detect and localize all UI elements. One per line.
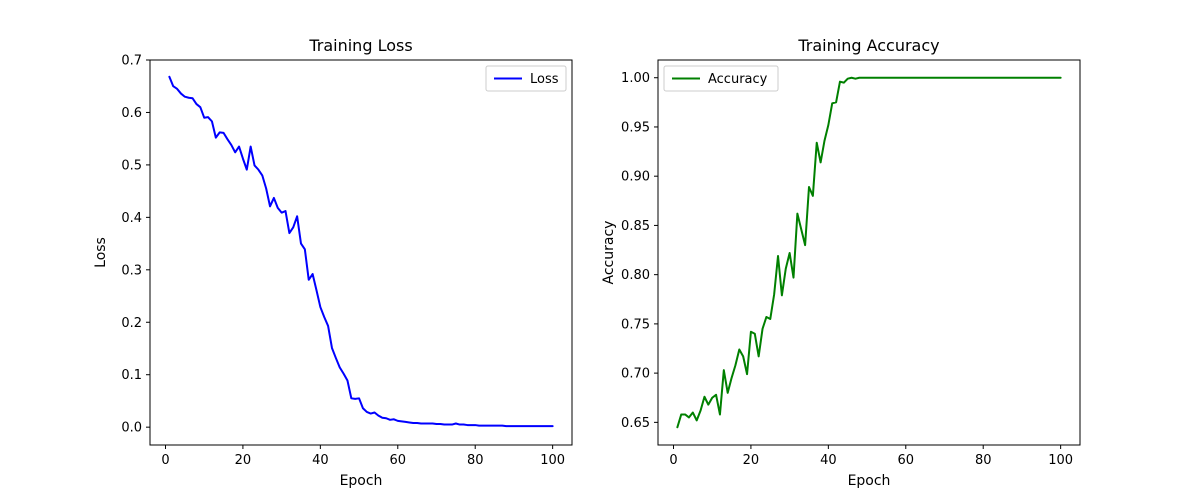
loss-y-tick-label: 0.4 <box>121 211 142 226</box>
accuracy-x-tick-label: 60 <box>898 453 915 468</box>
accuracy-chart-title: Training Accuracy <box>797 36 939 55</box>
loss-x-tick-label: 0 <box>161 453 169 468</box>
accuracy-legend-label: Accuracy <box>708 72 768 87</box>
loss-chart-x-ticks: 0 20 40 60 80 100 <box>161 445 565 468</box>
loss-series-line <box>168 75 554 428</box>
accuracy-chart-legend: Accuracy <box>663 65 779 92</box>
accuracy-chart-y-axis-label: Accuracy <box>601 221 617 285</box>
loss-y-tick-label: 0.1 <box>121 368 142 383</box>
accuracy-y-tick-label: 1.00 <box>621 71 650 86</box>
accuracy-y-tick-label: 0.95 <box>621 120 650 135</box>
loss-legend-label: Loss <box>530 72 559 87</box>
accuracy-x-tick-label: 20 <box>743 453 760 468</box>
loss-y-tick-label: 0.2 <box>121 316 142 331</box>
accuracy-x-tick-label: 100 <box>1048 453 1073 468</box>
loss-y-tick-label: 0.5 <box>121 158 142 173</box>
loss-y-tick-label: 0.3 <box>121 263 142 278</box>
loss-x-tick-label: 100 <box>540 453 565 468</box>
loss-chart-axes-frame <box>149 59 573 446</box>
accuracy-chart-axes-frame <box>657 59 1081 446</box>
loss-chart-x-axis-label: Epoch <box>340 473 383 489</box>
accuracy-chart-x-ticks: 0 20 40 60 80 100 <box>669 445 1073 468</box>
loss-x-tick-label: 80 <box>467 453 484 468</box>
accuracy-chart-plot-area <box>676 76 1062 429</box>
loss-chart: Training Loss Epoch Loss 0 20 40 60 80 100 0.… <box>93 36 573 489</box>
accuracy-chart-y-ticks: 0.65 0.70 0.75 0.80 0.85 0.90 0.95 1.00 <box>621 71 658 431</box>
accuracy-series-line <box>676 76 1062 429</box>
accuracy-y-tick-label: 0.70 <box>621 367 650 382</box>
loss-x-tick-label: 40 <box>312 453 329 468</box>
loss-chart-legend-box <box>485 65 567 92</box>
loss-y-tick-label: 0.6 <box>121 106 142 121</box>
accuracy-x-tick-label: 0 <box>669 453 677 468</box>
loss-x-tick-label: 20 <box>235 453 252 468</box>
accuracy-chart-legend-box <box>663 65 779 92</box>
accuracy-y-tick-label: 0.65 <box>621 416 650 431</box>
accuracy-x-tick-label: 40 <box>820 453 837 468</box>
loss-chart-y-axis-label: Loss <box>93 237 109 268</box>
accuracy-y-tick-label: 0.85 <box>621 219 650 234</box>
loss-x-tick-label: 60 <box>390 453 407 468</box>
accuracy-y-tick-label: 0.75 <box>621 317 650 332</box>
loss-chart-title: Training Loss <box>308 36 412 55</box>
loss-chart-legend: Loss <box>485 65 567 92</box>
loss-y-tick-label: 0.0 <box>121 421 142 436</box>
accuracy-chart: Training Accuracy Epoch Accuracy 0 20 40 60… <box>601 36 1081 489</box>
loss-y-tick-label: 0.7 <box>121 54 142 69</box>
accuracy-y-tick-label: 0.90 <box>621 170 650 185</box>
loss-chart-y-ticks: 0.0 0.1 0.2 0.3 0.4 0.5 0.6 0.7 <box>121 54 150 436</box>
loss-chart-plot-area <box>168 75 554 428</box>
accuracy-x-tick-label: 80 <box>975 453 992 468</box>
accuracy-chart-x-axis-label: Epoch <box>848 473 891 489</box>
accuracy-y-tick-label: 0.80 <box>621 268 650 283</box>
